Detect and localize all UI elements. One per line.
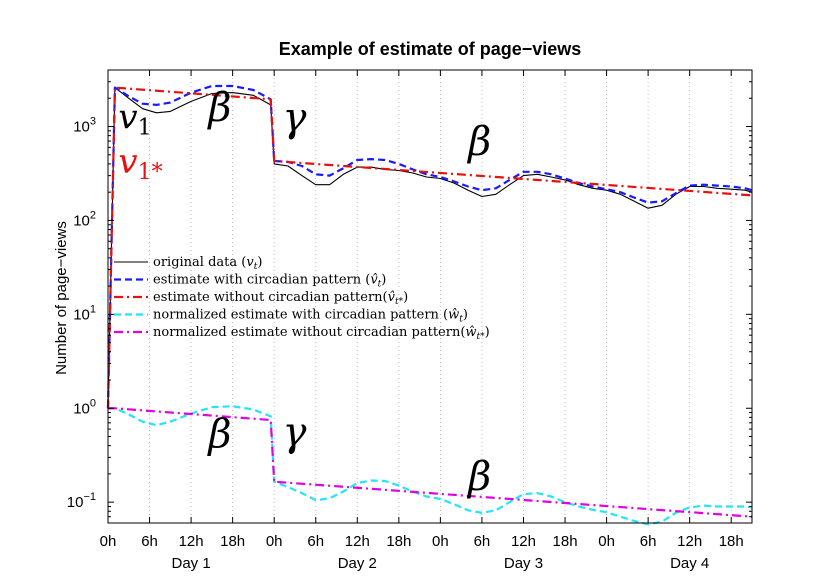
x-tick-label: 6h <box>640 533 657 550</box>
annotation-label: γ <box>283 95 307 141</box>
legend-label: estimate without circadian pattern(v̂t*) <box>153 290 408 307</box>
x-tick-label: 12h <box>345 533 370 550</box>
series-group <box>106 84 753 526</box>
day-label: Day 1 <box>172 555 211 572</box>
x-tick-label: 0h <box>266 533 283 550</box>
annotation-label: β <box>466 454 491 500</box>
day-label: Day 3 <box>504 555 543 572</box>
plot-frame <box>107 69 753 524</box>
series-line <box>106 86 753 409</box>
x-tick-label: 12h <box>677 533 702 550</box>
series-line <box>108 407 753 518</box>
legend: original data (vt)estimate with circadia… <box>114 255 490 342</box>
series-line <box>106 84 753 409</box>
x-tick-label: 0h <box>598 533 615 550</box>
annotation-label: β <box>206 412 231 458</box>
annotation-label: γ <box>283 410 307 456</box>
annotation-label: β <box>466 119 491 165</box>
axes: 0h 6h 12h 18h 0h 6h 12h 18h 0h 6h 12h 18h 0h 6h 12h 18h… <box>67 69 753 572</box>
x-tick-label: 18h <box>553 533 578 550</box>
y-tick-label: 101 <box>73 303 96 323</box>
x-tick-label: 12h <box>511 533 536 550</box>
y-tick-label: 102 <box>73 209 96 229</box>
x-tick-label: 18h <box>386 533 411 550</box>
x-tick-label: 18h <box>719 533 744 550</box>
chart-title: Example of estimate of page−views <box>279 39 582 59</box>
annotation-label: v1* <box>118 142 162 185</box>
series-line <box>108 405 753 526</box>
x-tick-label: 0h <box>432 533 449 550</box>
annotation-label: v1 <box>118 98 151 141</box>
y-tick-label: 100 <box>73 397 96 417</box>
y-tick-label: 10−1 <box>67 491 96 511</box>
day-label: Day 2 <box>338 555 377 572</box>
series-line <box>107 87 753 409</box>
x-tick-label: 6h <box>307 533 324 550</box>
legend-label: normalized estimate without circadian pa… <box>153 325 490 342</box>
legend-label: normalized estimate with circadian patte… <box>153 308 468 325</box>
x-tick-label: 6h <box>474 533 491 550</box>
y-tick-label: 103 <box>73 116 96 136</box>
x-tick-label: 18h <box>220 533 245 550</box>
x-tick-label: 0h <box>100 533 117 550</box>
annotation-label: β <box>206 85 231 131</box>
x-tick-label: 6h <box>141 533 158 550</box>
y-axis-label: Number of page−views <box>53 221 70 375</box>
legend-label: original data (vt) <box>153 255 262 272</box>
day-label: Day 4 <box>670 555 709 572</box>
x-tick-label: 12h <box>179 533 204 550</box>
legend-label: estimate with circadian pattern (v̂t) <box>153 273 386 290</box>
